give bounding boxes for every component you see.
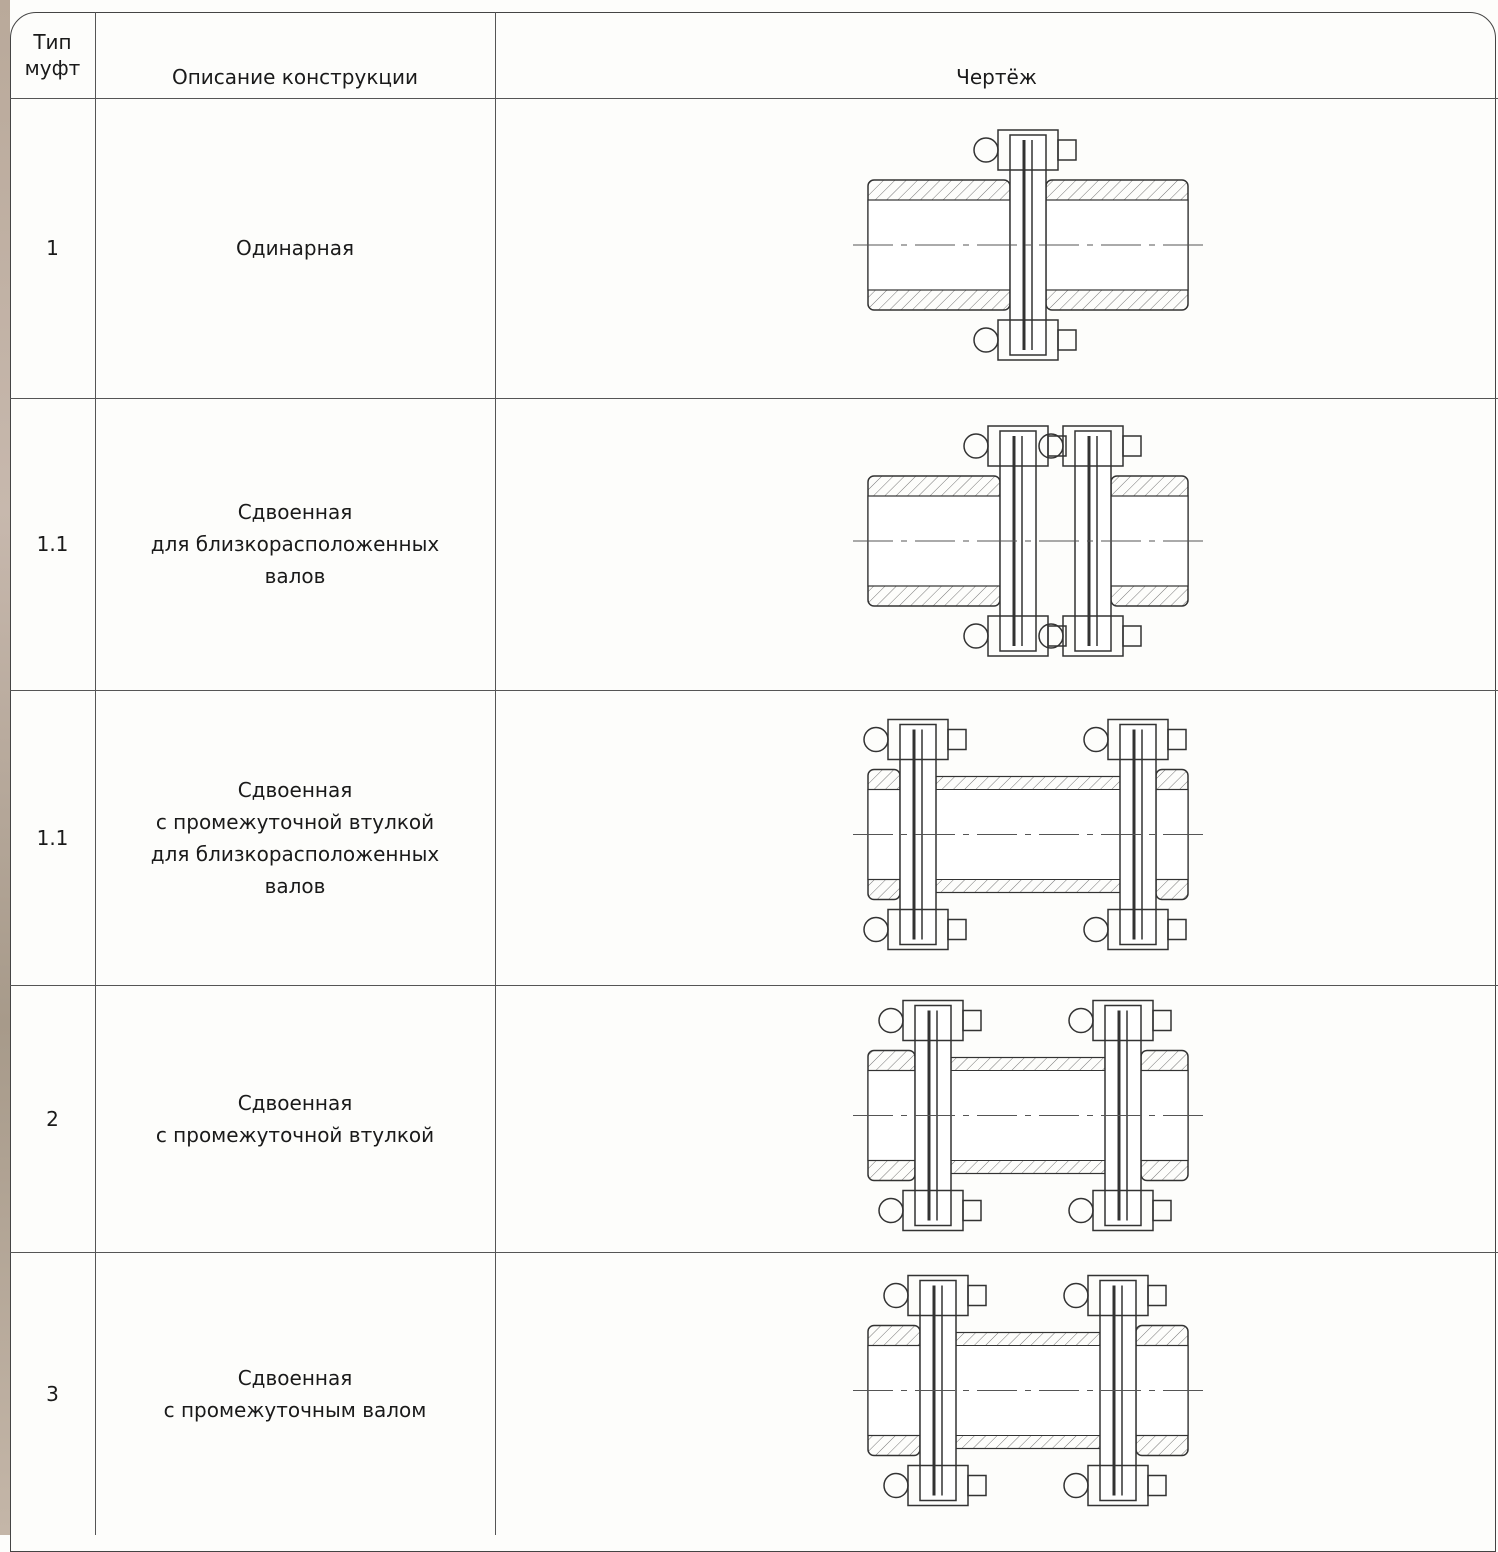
description-line: Сдвоенная (237, 500, 353, 524)
description-line: валов (264, 873, 326, 898)
description-line: валов (264, 564, 326, 588)
drawing-part (1038, 623, 1064, 649)
drawing-part (883, 1282, 909, 1309)
drawing-part (963, 623, 989, 649)
drawing-part (878, 1197, 904, 1224)
drawing-part (947, 728, 967, 751)
description-cell: Сдвоенная с промежуточным валом (95, 1252, 495, 1535)
row-line (10, 98, 1498, 99)
header-type: Тип муфт (10, 12, 95, 98)
description-line: с промежуточным валом (163, 1397, 427, 1422)
drawing-part (967, 1474, 987, 1497)
drawing-part (1063, 1472, 1089, 1499)
description-line: Сдвоенная (237, 1090, 353, 1115)
row-line (10, 985, 1498, 986)
description-cell: Одинарная (95, 98, 495, 398)
drawing-part (1063, 1282, 1089, 1309)
type-cell: 1 (10, 98, 95, 398)
row-line (10, 398, 1498, 399)
drawing-part (1167, 728, 1187, 751)
drawing-part (1068, 1007, 1094, 1034)
drawing-part (1167, 918, 1187, 941)
drawing-part (1083, 726, 1109, 753)
drawing-part (1083, 916, 1109, 943)
description-line: с промежуточной втулкой (155, 809, 435, 834)
type-cell: 1.1 (10, 398, 95, 690)
description-line: Сдвоенная (237, 777, 353, 802)
drawing-part (1122, 435, 1142, 457)
column-line (95, 12, 96, 1535)
header-text: Тип (33, 30, 72, 54)
drawing-part (1122, 625, 1142, 647)
type-text: 3 (46, 1381, 59, 1406)
description-line: Сдвоенная (237, 1365, 353, 1390)
background-strip (0, 0, 10, 1535)
type-cell: 2 (10, 985, 95, 1252)
description-line: с промежуточной втулкой (155, 1122, 435, 1147)
drawing-part (962, 1009, 982, 1032)
drawing-part (962, 1199, 982, 1222)
column-line (495, 12, 496, 1535)
drawing-part (1068, 1197, 1094, 1224)
row-line (10, 690, 1498, 691)
drawing-part (863, 916, 889, 943)
drawing-part (863, 726, 889, 753)
type-cell: 1.1 (10, 690, 95, 985)
description-cell: Сдвоенная с промежуточной втулкой для близ… (95, 690, 495, 985)
drawing-part (967, 1284, 987, 1307)
description-cell: Сдвоенная для близкорасположенных валов (95, 398, 495, 690)
description-line: для близкорасположенных (150, 532, 440, 556)
drawing-part (1057, 139, 1077, 161)
header-description: Описание конструкции (171, 65, 419, 89)
description-line: Одинарная (236, 236, 354, 260)
drawing-part (1057, 329, 1077, 351)
drawing-part (1152, 1199, 1172, 1222)
type-text: 1 (46, 236, 59, 260)
drawing-part (1038, 433, 1064, 459)
drawing-part (963, 433, 989, 459)
type-text: 1.1 (36, 825, 69, 850)
drawing-part (1152, 1009, 1172, 1032)
type-text: 2 (46, 1106, 59, 1131)
drawing-part (1147, 1284, 1167, 1307)
drawing-part (947, 918, 967, 941)
drawing-part (883, 1472, 909, 1499)
row-line (10, 1252, 1498, 1253)
type-text: 1.1 (36, 532, 69, 556)
type-cell: 3 (10, 1252, 95, 1535)
header-text: муфт (24, 56, 81, 80)
drawing-part (973, 327, 999, 353)
description-cell: Сдвоенная с промежуточной втулкой (95, 985, 495, 1252)
drawing-part (973, 137, 999, 163)
drawing-part (878, 1007, 904, 1034)
header-drawing: Чертёж (956, 65, 1037, 89)
drawing-part (1147, 1474, 1167, 1497)
description-line: для близкорасположенных (150, 841, 440, 866)
